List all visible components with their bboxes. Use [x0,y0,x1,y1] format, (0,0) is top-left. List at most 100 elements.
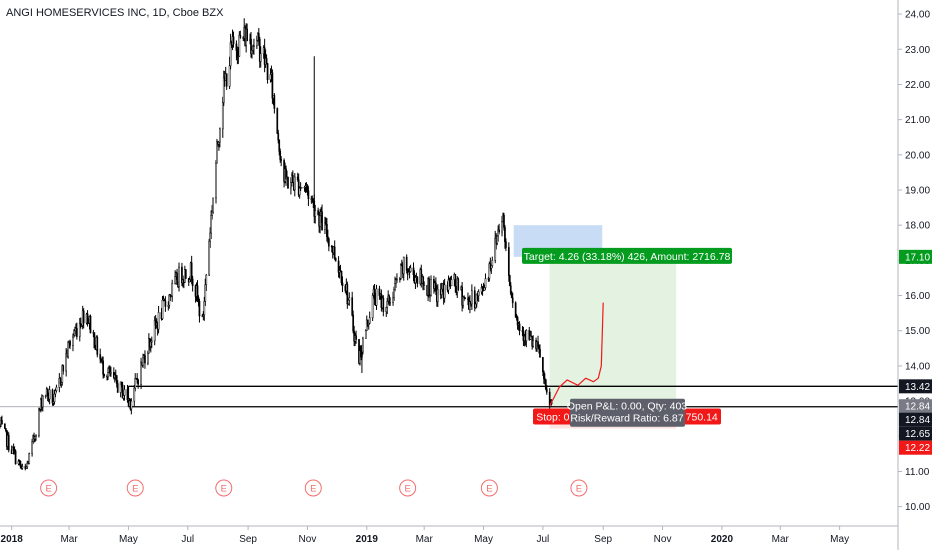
candle-body [399,264,402,279]
price-label-bg [899,426,932,441]
horizontal-levels[interactable] [0,385,898,408]
candle-body [181,266,183,284]
price-label-bg [899,440,932,455]
candle-body [412,267,415,276]
candle-body [251,50,253,54]
candle-body [86,313,89,323]
candle-body [450,279,453,286]
candle-body [93,332,96,349]
candle-body [516,317,519,326]
candle-body [464,297,466,299]
candle-body [366,319,369,325]
time-tick-label: May [119,534,138,545]
price-axis-label-3: 12.84 [899,412,932,427]
candle-body [483,287,486,291]
price-axis[interactable]: 10.0011.0012.0013.0014.0015.0016.0017.00… [897,0,932,550]
time-tick-label: 2018 [1,534,24,545]
candle-body [72,336,74,346]
candle-body [396,278,398,281]
target-label-bg [522,247,732,264]
candle-body [78,323,81,337]
candle-body [176,272,178,285]
price-axis-bg [898,0,932,550]
price-label-text: 12.84 [905,402,930,413]
candle-body [228,65,231,87]
candle-body [386,301,389,308]
candle-body [116,383,119,393]
time-tick-label: Jul [181,534,194,545]
price-axis-label-4: 12.65 [899,426,932,441]
candle-body [121,384,124,399]
candle-body [208,240,211,276]
time-axis[interactable]: 2018 Mar May Jul Sep Nov 2019 Mar May Jul Sep Nov 20… [0,525,932,550]
price-label-text: 12.65 [905,429,930,440]
candle-body [34,436,36,440]
candle-body [255,39,258,47]
candle-body [54,390,57,395]
candle-body [44,395,47,397]
candle-body [290,182,292,189]
candle-body [235,43,238,51]
earnings-circle [570,479,588,497]
candle-body [327,238,330,247]
earnings-marker-3[interactable]: E [304,479,322,497]
earnings-marker-0[interactable]: E [40,479,58,497]
candle-body [219,128,221,143]
candle-body [4,428,7,431]
candle-body [340,270,343,284]
candle-body [352,315,355,332]
earnings-marker-1[interactable]: E [126,479,144,497]
candle-body [362,338,364,353]
candle-body [334,257,337,262]
candle-body [518,323,521,331]
candle-body [507,247,510,276]
candle-body [122,395,125,399]
candle-body [28,453,31,465]
candle-body [373,288,376,300]
earnings-circle [304,479,322,497]
price-tick-label: 18.00 [905,221,930,232]
price-label-bg [899,399,932,414]
earnings-circle [126,479,144,497]
candle-body [375,288,378,306]
candle-body [277,133,280,141]
earnings-marker-4[interactable]: E [399,479,417,497]
candle-body [198,300,201,317]
candle-body [191,278,194,286]
candle-body [498,229,500,233]
candle-body [59,378,62,385]
candle-body [269,74,272,80]
candle-body [293,176,296,191]
price-tick-label: 24.00 [905,10,930,21]
price-axis-label-5: 12.22 [899,440,932,455]
candle-body [69,341,71,346]
candle-body [548,391,551,407]
earnings-label: E [132,484,138,495]
candle-body [250,38,252,54]
time-tick-label: 2020 [711,534,734,545]
candle-body [457,278,460,290]
earnings-marker-6[interactable]: E [570,479,588,497]
candle-body [153,320,156,342]
price-tick-label: 22.00 [905,80,930,91]
candle-body [273,95,276,109]
candle-body [19,460,22,467]
candle-body [443,284,446,299]
time-axis-bg [0,526,932,550]
candle-body [205,274,208,285]
candle-body [51,389,54,404]
candle-body [321,211,323,231]
time-tick-label: Nov [654,534,672,545]
earnings-marker-2[interactable]: E [215,479,233,497]
candle-body [225,73,228,87]
candle-body [102,360,104,375]
earnings-marker-5[interactable]: E [480,479,498,497]
candle-body [300,187,303,189]
candle-body [394,283,396,290]
candle-body [388,295,391,303]
candle-body [510,293,513,299]
candle-body [346,284,349,304]
candle-body [454,274,457,287]
